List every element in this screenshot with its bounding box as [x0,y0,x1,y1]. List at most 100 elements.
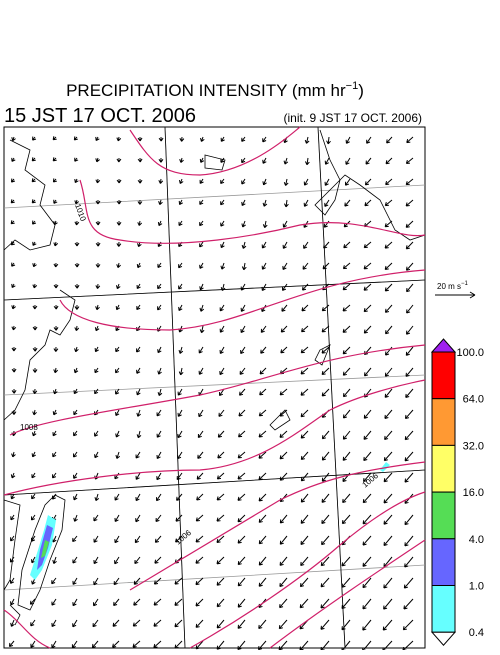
wind-arrow [52,136,57,141]
wind-scale-head [469,291,476,299]
title-text: PRECIPITATION INTENSITY (mm hr [66,81,346,100]
wind-arrow [10,598,15,606]
wind-arrow [384,283,393,292]
wind-arrow [199,304,205,312]
wind-arrow [11,136,16,142]
wind-arrow [195,535,204,543]
wind-arrow [134,556,141,565]
wind-arrow [136,283,141,290]
wind-arrow [300,388,309,396]
wind-arrow [174,619,183,628]
wind-arrow [157,346,162,354]
wind-arrow [258,514,267,523]
wind-arrow [364,367,372,377]
wind-arrow [153,577,162,585]
coast-island [204,154,226,171]
coast-korea [3,139,56,251]
wind-arrow [279,430,288,438]
wind-arrow [133,598,141,606]
wind-arrow [279,514,288,524]
wind-arrow [342,262,351,270]
isobar [129,461,426,591]
wind-arrow [405,367,414,377]
wind-arrow [199,283,204,291]
wind-arrow [195,514,204,522]
wind-arrow [302,262,309,270]
wind-arrow [300,556,309,567]
colorbar-label: 32.0 [463,440,484,452]
colorbar: 100.0 64.0 32.0 16.0 4.0 1.0 0.4 [430,338,484,646]
title-close: ) [358,81,364,100]
wind-arrow [52,157,57,162]
wind-arrow [283,157,289,165]
wind-arrow [240,283,246,291]
wind-arrow [238,430,246,438]
wind-arrow [175,535,183,543]
wind-arrow [115,388,120,395]
wind-arrow [73,514,78,522]
wind-arrow [195,577,204,586]
wind-arrow [363,241,372,249]
wind-arrow [341,619,351,631]
wind-arrow [94,346,99,353]
wind-arrow [405,178,414,186]
wind-arrow [280,346,288,354]
wind-arrow [177,451,183,460]
wind-arrow [259,367,267,375]
wind-arrow [258,535,267,545]
wind-arrow [10,199,15,204]
wind-arrow [116,157,122,163]
colorbar-segment [431,538,456,586]
wind-arrow [11,304,16,310]
wind-arrow [10,220,15,225]
wind-arrow [240,325,246,334]
wind-arrow [217,451,225,459]
wind-arrow [220,178,225,184]
wind-arrow [405,262,414,271]
wind-arrow [200,136,205,142]
wind-arrow [176,472,183,481]
wind-arrow [404,451,414,462]
wind-arrow [219,304,225,312]
wind-scale-label: 20 m s−1 [437,281,469,291]
wind-arrow [385,157,393,165]
wind-arrow [198,346,204,354]
wind-scale-text: 20 m s [437,282,461,291]
wind-arrow [300,535,309,545]
wind-arrow [199,178,204,184]
wind-arrow [9,577,15,584]
colorbar-label: 16.0 [463,487,484,499]
wind-arrow [179,157,184,163]
wind-arrow [52,388,58,395]
wind-arrow [363,430,372,440]
wind-arrow [262,199,268,207]
wind-arrow [32,388,38,395]
wind-arrow [73,493,78,501]
wind-arrow [72,535,78,543]
wind-arrow [299,577,309,588]
isobar [59,269,426,331]
wind-arrow [321,367,330,376]
wind-arrow [11,262,16,267]
wind-arrow [237,493,246,501]
wind-arrow [321,493,330,503]
wind-arrow [32,346,38,352]
wind-arrow [31,199,36,204]
wind-arrow [32,241,37,246]
wind-arrow [342,493,351,504]
wind-arrow [262,136,267,143]
wind-arrow [321,430,330,440]
wind-arrow [114,535,120,544]
wind-arrow [10,514,15,521]
wind-arrow [384,304,393,313]
wind-arrow [284,199,289,208]
wind-arrow [116,220,122,226]
wind-arrow [278,619,288,630]
colorbar-segment [431,491,456,540]
wind-arrow [115,430,120,438]
wind-arrow [362,493,372,504]
wind-arrow [178,346,184,354]
wind-arrow [363,325,372,334]
wind-arrow [11,367,17,373]
wind-arrow [343,241,351,249]
